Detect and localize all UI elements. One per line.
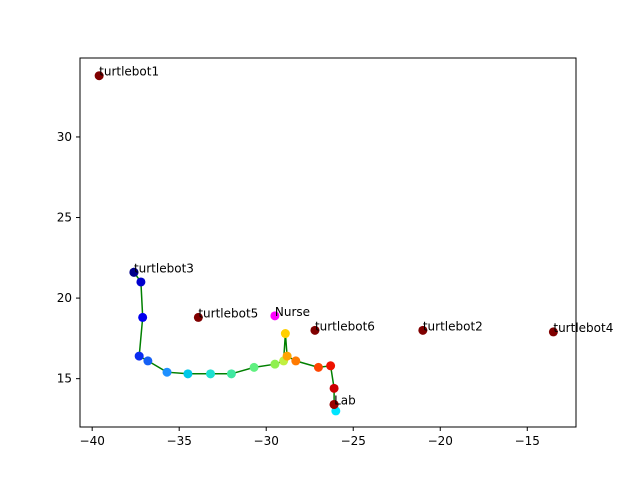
y-tick-label-3: 30 <box>57 130 72 144</box>
route-point-15 <box>313 362 323 372</box>
route-point-17 <box>329 383 339 393</box>
x-tick-label-2: −30 <box>254 434 279 448</box>
route-point-8 <box>226 369 236 379</box>
route-point-16 <box>326 361 336 371</box>
plot-frame <box>79 57 577 428</box>
location-label-turtlebot2: turtlebot2 <box>423 319 483 333</box>
route-point-2 <box>138 312 148 322</box>
y-axis: 15 20 25 30 <box>57 130 80 386</box>
route-point-1 <box>136 277 146 287</box>
location-point-lab <box>329 399 339 409</box>
y-tick-label-2: 25 <box>57 211 72 225</box>
location-point-nurse <box>270 311 280 321</box>
location-label-lab: Lab <box>334 393 356 407</box>
x-axis: −40 −35 −30 −25 −20 −15 <box>80 427 540 448</box>
route-point-12 <box>280 329 290 339</box>
route-point-5 <box>162 367 172 377</box>
route-point-13 <box>282 351 292 361</box>
location-point-turtlebot5 <box>193 312 203 322</box>
x-tick-label-3: −25 <box>341 434 366 448</box>
route-point-7 <box>206 369 216 379</box>
location-point-turtlebot6 <box>310 325 320 335</box>
x-tick-label-4: −20 <box>428 434 453 448</box>
location-label-turtlebot4: turtlebot4 <box>553 321 613 335</box>
route-point-10 <box>270 359 280 369</box>
y-tick-label-0: 15 <box>57 372 72 386</box>
location-label-turtlebot5: turtlebot5 <box>198 306 258 320</box>
location-markers <box>94 71 558 409</box>
x-tick-label-1: −35 <box>167 434 192 448</box>
x-tick-label-5: −15 <box>515 434 540 448</box>
y-tick-label-1: 20 <box>57 291 72 305</box>
location-point-turtlebot1 <box>94 71 104 81</box>
location-point-turtlebot2 <box>418 325 428 335</box>
plot-area <box>80 58 576 427</box>
route-markers <box>129 267 341 416</box>
x-tick-label-0: −40 <box>80 434 105 448</box>
location-label-turtlebot6: turtlebot6 <box>315 319 375 333</box>
route-point-4 <box>143 356 153 366</box>
location-point-turtlebot4 <box>548 327 558 337</box>
route-point-14 <box>291 356 301 366</box>
location-label-nurse: Nurse <box>275 305 310 319</box>
route-point-9 <box>249 362 259 372</box>
location-point-turtlebot3 <box>129 267 139 277</box>
location-labels: turtlebot1 turtlebot3 turtlebot5 Nurse turtl… <box>99 65 613 408</box>
route-point-3 <box>134 351 144 361</box>
route-point-6 <box>183 369 193 379</box>
location-label-turtlebot3: turtlebot3 <box>134 261 194 275</box>
location-label-turtlebot1: turtlebot1 <box>99 65 159 79</box>
